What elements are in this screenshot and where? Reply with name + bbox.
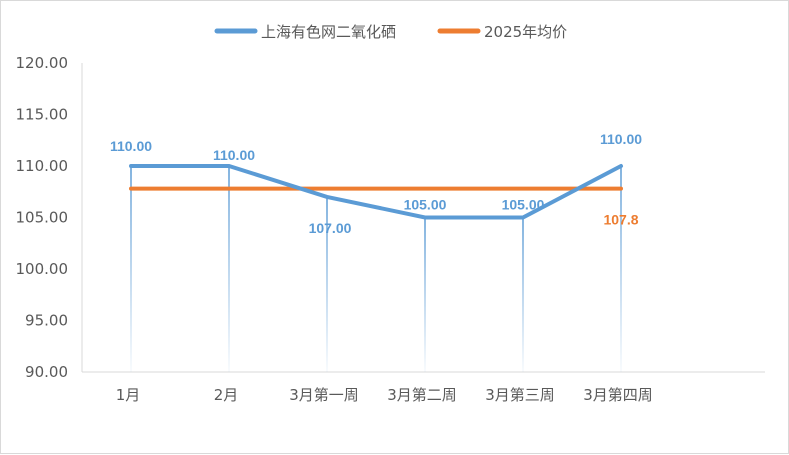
series-line-selenium (129, 164, 623, 220)
data-label-average: 107.8 (603, 212, 638, 228)
data-label: 110.00 (110, 138, 152, 154)
x-tick-label: 1月 (116, 386, 141, 404)
data-labels: 110.00 110.00 107.00 105.00 105.00 110.00 107.… (110, 131, 642, 236)
x-tick-label: 3月第一周 (289, 386, 359, 404)
axes: 90.00 95.00 100.00 105.00 110.00 115.00 120.00… (16, 54, 765, 404)
data-label: 105.00 (404, 197, 447, 213)
y-tick-label: 100.00 (16, 260, 69, 278)
drop-line (620, 166, 622, 372)
data-label: 110.00 (600, 131, 642, 147)
series-lines (129, 164, 623, 220)
data-label: 110.00 (213, 147, 255, 163)
y-tick-label: 90.00 (25, 363, 68, 381)
drop-lines (130, 166, 622, 372)
y-tick-label: 120.00 (16, 54, 69, 72)
drop-line (326, 196, 328, 372)
x-tick-label: 3月第二周 (387, 386, 457, 404)
x-tick-label: 3月第三周 (485, 386, 555, 404)
y-tick-label: 115.00 (16, 106, 69, 124)
drop-line (130, 166, 132, 372)
y-tick-label: 110.00 (16, 157, 69, 175)
data-label: 105.00 (502, 197, 545, 213)
x-tick-label: 2月 (214, 386, 239, 404)
data-label: 107.00 (309, 220, 352, 236)
legend-label-selenium: 上海有色网二氧化硒 (261, 23, 396, 41)
legend: 上海有色网二氧化硒 2025年均价 (214, 23, 567, 41)
x-tick-label: 3月第四周 (583, 386, 653, 404)
y-tick-label: 95.00 (25, 312, 68, 330)
drop-line (424, 217, 426, 372)
legend-label-average: 2025年均价 (484, 23, 567, 41)
drop-line (228, 166, 230, 372)
drop-line (522, 217, 524, 372)
y-tick-label: 105.00 (16, 209, 69, 227)
